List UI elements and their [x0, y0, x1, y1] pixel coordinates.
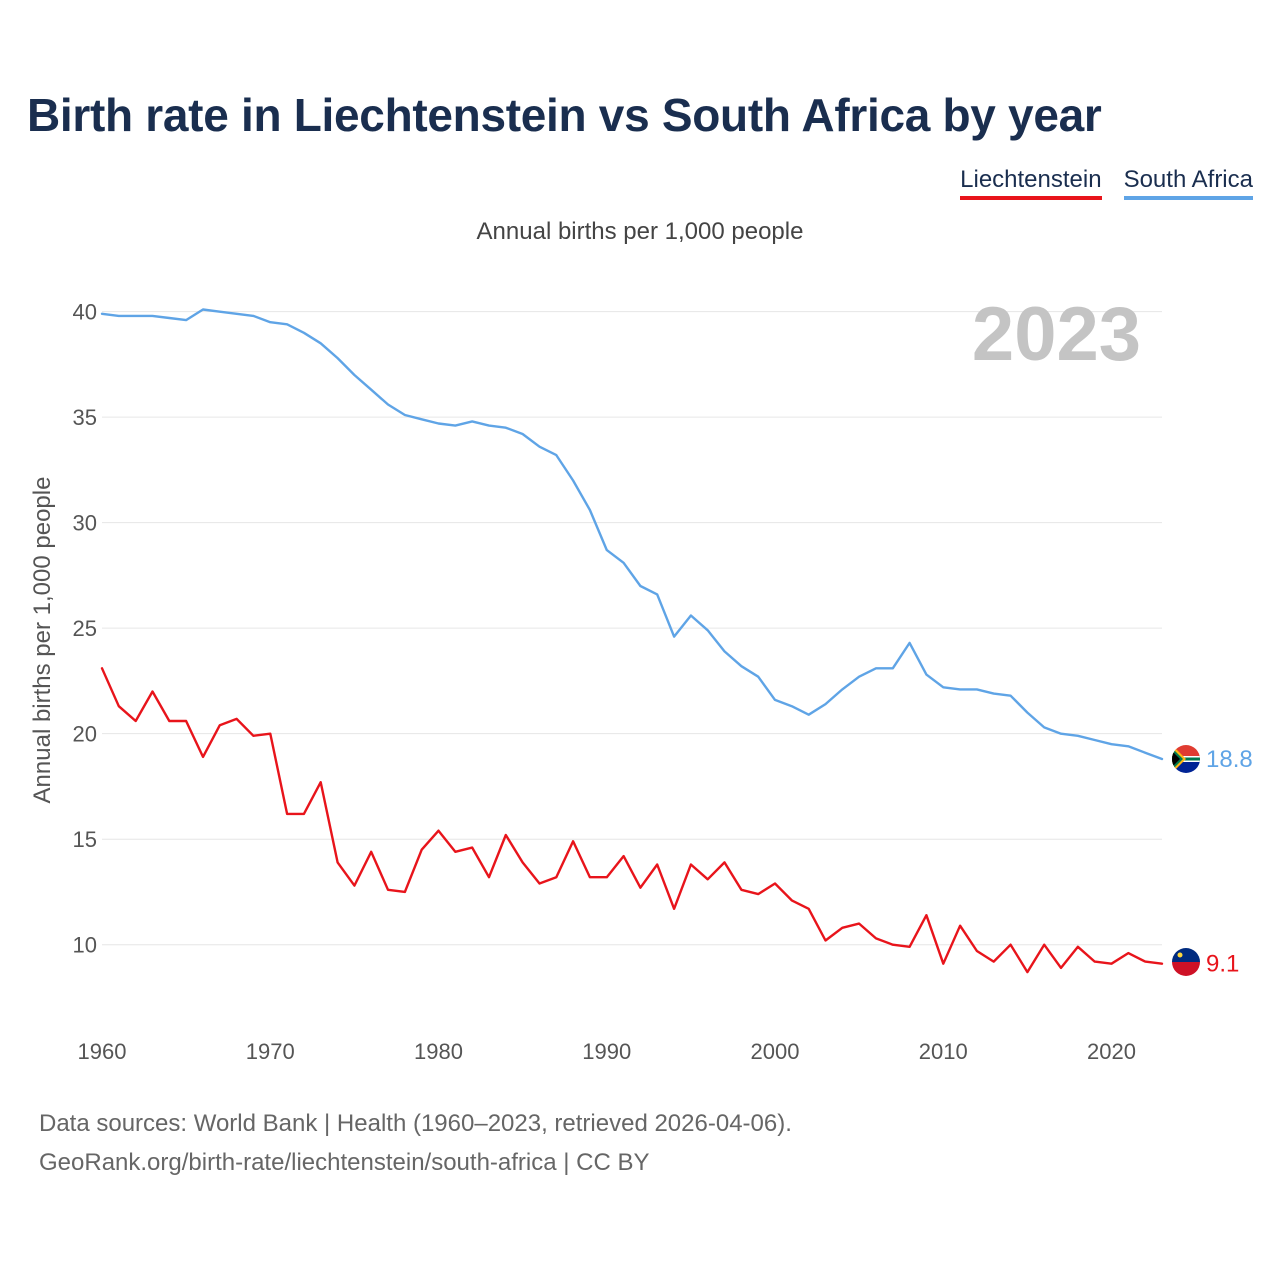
- x-tick-label: 2010: [919, 1039, 968, 1064]
- y-tick-label: 15: [73, 827, 97, 852]
- y-tick-label: 25: [73, 616, 97, 641]
- footer-link[interactable]: GeoRank.org/birth-rate/liechtenstein/sou…: [39, 1149, 650, 1176]
- liechtenstein-flag-marker: [1172, 948, 1200, 976]
- y-axis-title: Annual births per 1,000 people: [29, 477, 56, 804]
- x-tick-label: 1980: [414, 1039, 463, 1064]
- x-tick-label: 2000: [751, 1039, 800, 1064]
- y-axis: 10 15 20 25 30 35 40: [73, 300, 97, 958]
- legend-item-liechtenstein[interactable]: Liechtenstein: [960, 166, 1102, 200]
- end-value-south-africa: 18.8: [1206, 746, 1253, 773]
- x-tick-label: 1970: [246, 1039, 295, 1064]
- footer-sources: Data sources: World Bank | Health (1960–…: [39, 1110, 792, 1137]
- year-label: 2023: [972, 292, 1141, 377]
- chart-subtitle: Annual births per 1,000 people: [476, 218, 804, 245]
- legend: Liechtenstein South Africa: [960, 166, 1253, 200]
- x-tick-label: 1960: [78, 1039, 127, 1064]
- legend-item-south-africa[interactable]: South Africa: [1123, 166, 1253, 200]
- x-tick-label: 1990: [582, 1039, 631, 1064]
- y-tick-label: 40: [73, 300, 97, 325]
- y-tick-label: 10: [73, 933, 97, 958]
- series-line-liechtenstein: [100, 667, 1164, 974]
- y-tick-label: 20: [73, 722, 97, 747]
- series-line-south-africa: [100, 308, 1164, 761]
- x-axis: 1960 1970 1980 1990 2000 2010 2020: [78, 1039, 1136, 1064]
- y-tick-label: 30: [73, 511, 97, 536]
- x-tick-label: 2020: [1087, 1039, 1136, 1064]
- series-layer: 18.8 9.1: [100, 308, 1253, 978]
- south-africa-flag-marker: [1172, 745, 1200, 773]
- y-tick-label: 35: [73, 405, 97, 430]
- end-value-liechtenstein: 9.1: [1206, 951, 1239, 978]
- grid-lines: [102, 311, 1162, 946]
- chart-title: Birth rate in Liechtenstein vs South Afr…: [27, 89, 1102, 141]
- footer: Data sources: World Bank | Health (1960–…: [39, 1104, 792, 1182]
